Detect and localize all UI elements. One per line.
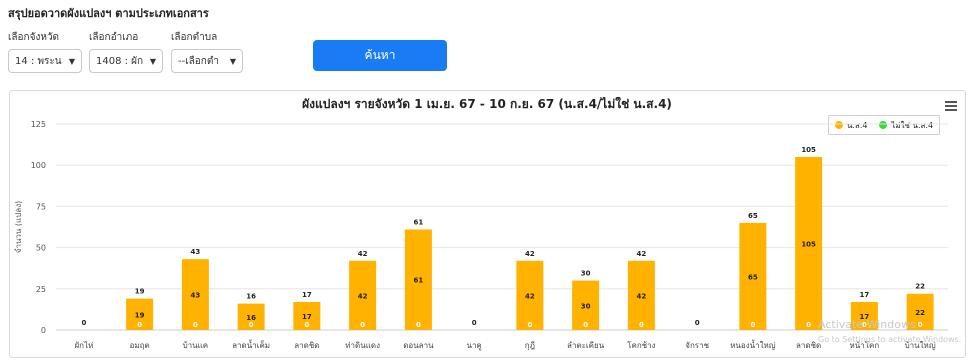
watermark-line2: Go to Settings to activate Windows. bbox=[818, 335, 962, 344]
province-label: เลือกจังหวัด bbox=[8, 32, 60, 43]
chart-legend: น.ส.4 ไม่ใช่ น.ส.4 bbox=[828, 115, 940, 135]
subdistrict-label: เลือกตำบล bbox=[171, 32, 218, 43]
chevron-down-icon: ▼ bbox=[229, 56, 236, 66]
page-title: สรุปยอดวาดผังแปลงฯ ตามประเภทเอกสาร bbox=[8, 7, 209, 20]
district-label: เลือกอำเภอ bbox=[89, 32, 139, 43]
watermark-line1: Activate Windows bbox=[818, 318, 916, 331]
legend-dot-ns4 bbox=[834, 121, 843, 129]
chevron-down-icon: ▼ bbox=[68, 56, 75, 66]
legend-label-ns4: น.ส.4 bbox=[846, 120, 868, 130]
district-select[interactable]: 1408 : ผัก ▼ bbox=[89, 49, 163, 73]
legend-label-not-ns4: ไม่ใช่ น.ส.4 bbox=[891, 120, 934, 130]
chart-title: ผังแปลงฯ รายจังหวัด 1 เม.ย. 67 - 10 ก.ย.… bbox=[302, 97, 672, 111]
legend-dot-not-ns4 bbox=[879, 121, 888, 129]
district-select-value: 1408 : ผัก bbox=[96, 55, 144, 67]
subdistrict-select-value: --เลือกตำ bbox=[178, 55, 219, 67]
subdistrict-select[interactable]: --เลือกตำ ▼ bbox=[171, 49, 243, 73]
province-select[interactable]: 14 : พระน ▼ bbox=[8, 49, 82, 73]
legend-item-not-ns4[interactable]: ไม่ใช่ น.ส.4 bbox=[879, 119, 933, 132]
province-select-value: 14 : พระน bbox=[15, 55, 62, 67]
hamburger-menu-icon[interactable] bbox=[945, 101, 957, 111]
chevron-down-icon: ▼ bbox=[149, 56, 156, 66]
search-button[interactable]: ค้นหา bbox=[313, 40, 447, 71]
legend-item-ns4[interactable]: น.ส.4 bbox=[834, 119, 868, 132]
